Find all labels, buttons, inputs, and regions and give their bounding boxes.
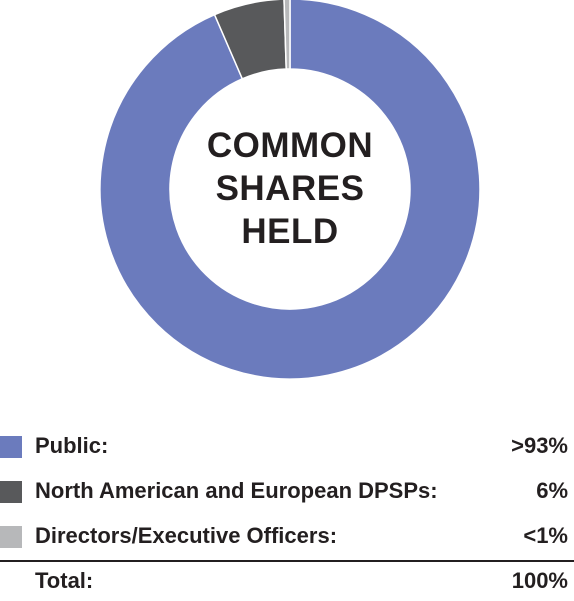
legend-label-dpsps: North American and European DPSPs:	[35, 478, 438, 503]
donut-slice-directors	[283, 0, 291, 70]
legend-label-public: Public:	[35, 433, 109, 458]
legend-row-dpsps: North American and European DPSPs: 6%	[0, 472, 574, 517]
legend-value-dpsps: 6%	[536, 478, 568, 503]
donut-slice-public	[99, 0, 481, 380]
center-label-line-3: HELD	[241, 212, 339, 251]
legend-swatch-public	[0, 436, 22, 458]
legend-row-total: Total: 100%	[0, 566, 574, 598]
donut-chart	[99, 0, 481, 380]
donut-center-label: COMMON SHARES HELD	[172, 124, 408, 253]
center-label-line-2: SHARES	[215, 169, 365, 208]
center-label-line-1: COMMON	[206, 126, 374, 165]
legend-swatch-directors	[0, 526, 22, 548]
total-divider	[0, 560, 574, 562]
total-label: Total:	[35, 568, 94, 593]
donut-slices	[99, 0, 481, 380]
legend: Public: >93% North American and European…	[0, 427, 574, 562]
legend-swatch-dpsps	[0, 481, 22, 503]
total-value: 100%	[511, 568, 568, 593]
legend-row-directors: Directors/Executive Officers: <1%	[0, 517, 574, 562]
legend-label-directors: Directors/Executive Officers:	[35, 523, 338, 548]
donut-slice-dpsps	[213, 0, 288, 80]
legend-row-public: Public: >93%	[0, 427, 574, 472]
legend-value-public: >93%	[511, 433, 568, 458]
legend-value-directors: <1%	[523, 523, 568, 548]
